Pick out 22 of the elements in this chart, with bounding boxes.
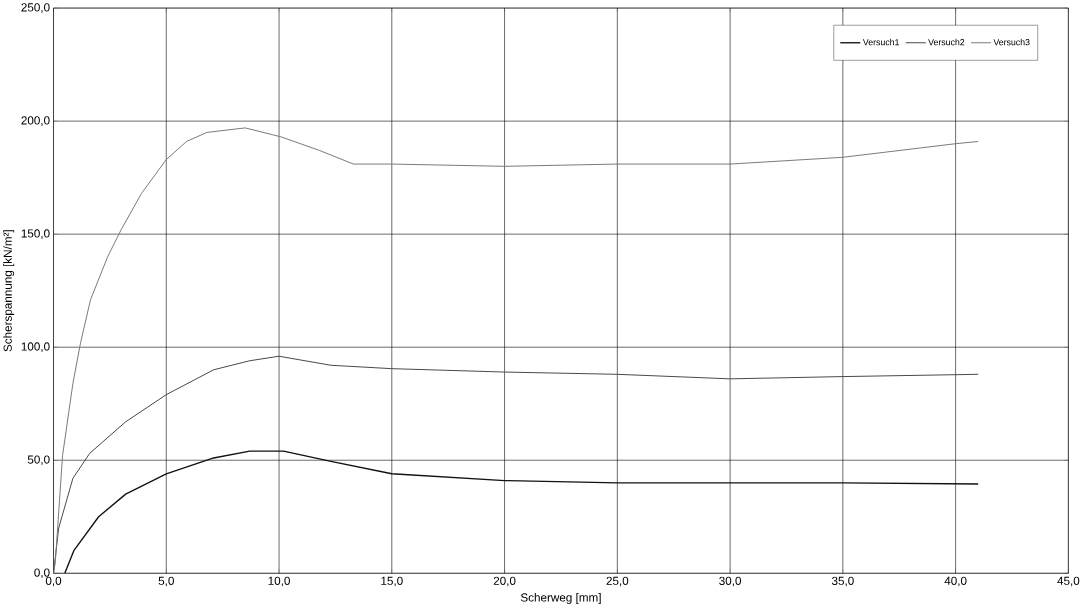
x-tick-label: 10,0	[268, 576, 290, 587]
x-axis-title: Scherweg [mm]	[520, 592, 601, 604]
x-tick-label: 40,0	[944, 576, 967, 587]
x-tick-label: 35,0	[831, 576, 854, 587]
x-tick-label: 30,0	[719, 576, 742, 587]
y-tick-label: 50,0	[27, 455, 50, 465]
x-tick-label: 15,0	[381, 576, 403, 587]
y-axis-title: Scherspannung [kN/m²]	[3, 230, 15, 352]
y-tick-label: 200,0	[21, 116, 50, 126]
x-tick-label: 0,0	[45, 576, 62, 587]
line-series	[53, 127, 979, 574]
legend-label: Versuch2	[928, 38, 965, 46]
legend-label: Versuch1	[862, 38, 899, 46]
x-tick-label: 25,0	[606, 576, 629, 587]
x-tick-label: 5,0	[158, 576, 174, 587]
x-tick-label: 20,0	[493, 576, 516, 587]
y-tick-label: 100,0	[21, 342, 50, 352]
legend-label: Versuch3	[993, 38, 1030, 46]
x-tick-label: 45,0	[1057, 576, 1080, 587]
y-tick-label: 250,0	[21, 3, 50, 13]
y-tick-label: 150,0	[21, 229, 50, 239]
y-tick-label: 0,0	[34, 568, 50, 578]
